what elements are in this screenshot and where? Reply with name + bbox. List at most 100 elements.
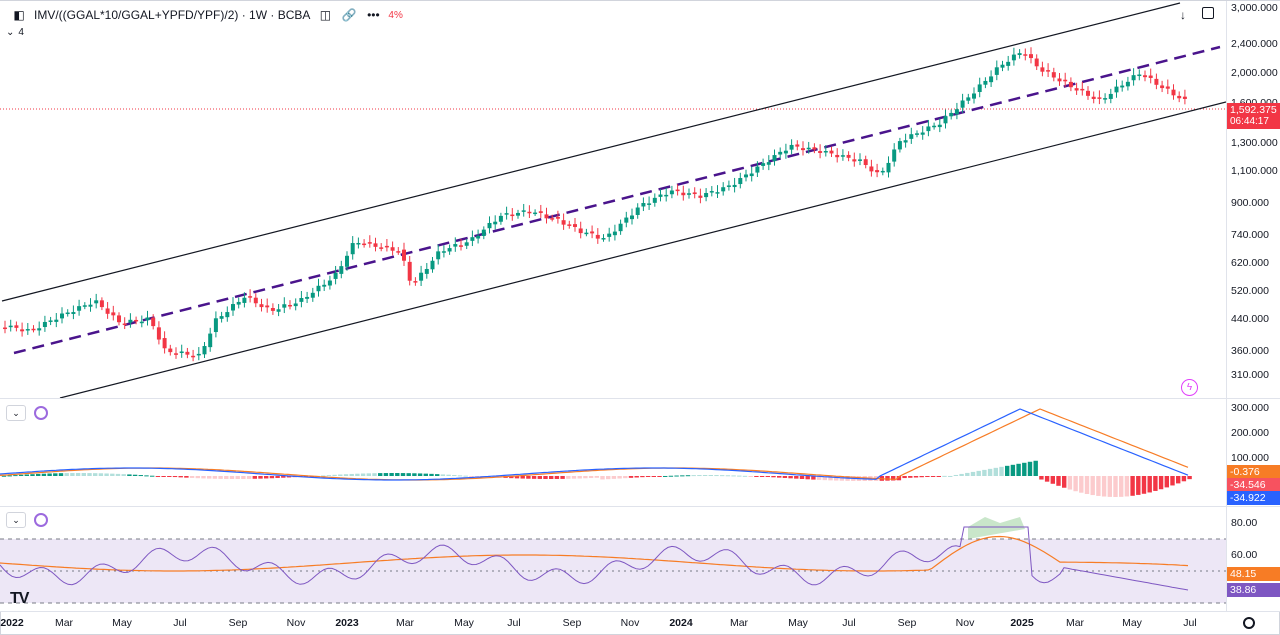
macd-histogram-bar (959, 473, 964, 476)
sync-icon[interactable] (34, 513, 48, 527)
candle (424, 263, 429, 279)
candle (202, 341, 207, 358)
macd-histogram-bar (75, 473, 81, 476)
candle (823, 145, 828, 157)
last-price: 1,592.375 (1230, 104, 1277, 116)
macd-histogram-bar (121, 474, 126, 476)
macd-histogram-bar (224, 476, 229, 479)
collapse-legend-button[interactable]: ⌄ 4 (6, 27, 24, 38)
pin-icon[interactable]: ◧ (13, 8, 25, 22)
macd-histogram-bar (1079, 476, 1084, 493)
candle (20, 322, 25, 337)
fullscreen-icon[interactable] (1202, 7, 1214, 19)
macd-histogram-bar (1124, 476, 1130, 497)
eye-off-icon[interactable]: ◫ (319, 8, 332, 22)
sync-icon[interactable] (34, 406, 48, 420)
macd-pane[interactable] (0, 399, 1226, 506)
chevron-down-icon[interactable]: ⌄ (6, 405, 26, 421)
price-axis[interactable]: 3,000.0002,400.0002,000.0001,600.0001,30… (1226, 1, 1280, 398)
time-axis[interactable]: 2022 Mar May Jul Sep Nov 2023 Mar May Jul Sep Nov 20… (0, 611, 1226, 635)
macd-chart[interactable] (0, 399, 1226, 506)
candle (88, 298, 93, 312)
macd-histogram-bar (474, 476, 480, 477)
rsi-pane[interactable] (0, 507, 1226, 611)
macd-axis[interactable]: 300.000 200.000 100.000 -0.376 -34.546 -34.92… (1226, 399, 1280, 506)
macd-histogram-bar (269, 476, 275, 479)
symbol-title[interactable]: IMV/((GGAL*10/GGAL+YPFD/YPF)/2) · 1W · B… (34, 8, 311, 22)
candle (1131, 68, 1136, 86)
macd-histogram-bar (953, 474, 959, 476)
macd-histogram-bar (440, 474, 446, 476)
lightning-icon[interactable]: ϟ (1181, 379, 1198, 396)
time-tick-label: May (454, 617, 474, 629)
macd-histogram-bar (993, 467, 998, 476)
price-tick-label: 3,000.000 (1231, 2, 1278, 14)
macd-histogram-bar (896, 476, 902, 481)
candle (122, 317, 127, 330)
macd-value-badge: -34.546 (1227, 478, 1280, 492)
candle (510, 208, 515, 221)
candle (259, 298, 264, 312)
macd-histogram-bar (138, 475, 143, 477)
macd-histogram-bar (161, 476, 166, 477)
candle (669, 185, 674, 199)
candle (42, 315, 47, 332)
macd-histogram-bar (1067, 476, 1073, 490)
candle (384, 238, 389, 252)
settings-icon[interactable] (1243, 617, 1255, 629)
chevron-down-icon[interactable]: ⌄ (6, 512, 26, 528)
candle (835, 148, 840, 163)
macd-histogram-bar (1, 475, 7, 477)
download-icon[interactable]: ↓ (1180, 8, 1186, 22)
macd-histogram-bar (400, 473, 406, 476)
macd-histogram-bar (1050, 476, 1055, 484)
link-icon[interactable]: 🔗 (341, 8, 357, 22)
candle (487, 216, 492, 234)
macd-histogram-bar (759, 476, 765, 477)
macd-histogram-bar (777, 476, 782, 478)
tradingview-logo[interactable]: TV (10, 590, 29, 607)
macd-histogram-bar (104, 473, 109, 476)
macd-histogram-bar (338, 474, 343, 476)
channel-upper-line (1, 2, 1181, 302)
macd-histogram-bar (395, 473, 400, 476)
candle (1000, 60, 1005, 72)
candle (1091, 91, 1096, 104)
candle (1108, 88, 1113, 104)
candle (1125, 76, 1130, 91)
macd-histogram-bar (714, 475, 719, 477)
macd-histogram-bar (241, 476, 246, 479)
macd-histogram-bar (383, 473, 389, 476)
macd-histogram-bar (98, 473, 104, 476)
candle (1074, 82, 1079, 95)
rsi-value-badge: 38.86 (1227, 583, 1280, 597)
macd-histogram-bar (195, 476, 200, 479)
macd-histogram-bar (965, 472, 970, 476)
change-percent: 4% (388, 9, 403, 21)
macd-histogram-bar (178, 476, 183, 478)
price-chart[interactable] (0, 1, 1226, 398)
pane-separator[interactable] (0, 506, 1280, 507)
price-pane[interactable] (0, 1, 1226, 398)
candle (630, 208, 634, 225)
macd-histogram-bar (1096, 476, 1101, 496)
macd-histogram-bar (1147, 476, 1152, 493)
macd-histogram-bar (47, 473, 52, 476)
candle (276, 304, 281, 317)
time-tick-label: Nov (955, 617, 975, 629)
macd-histogram-bar (184, 476, 189, 478)
more-icon[interactable]: ••• (367, 8, 380, 22)
pane-separator[interactable] (0, 398, 1280, 399)
macd-histogram-bar (748, 476, 753, 477)
macd-histogram-bar (543, 476, 548, 479)
rsi-axis[interactable]: 80.00 60.00 48.15 38.86 (1226, 507, 1280, 611)
price-tick-label: 520.000 (1231, 285, 1269, 297)
candle (1080, 81, 1085, 96)
macd-histogram-bar (645, 476, 651, 477)
macd-histogram-bar (1164, 476, 1169, 488)
candle (498, 212, 503, 225)
candle (1057, 72, 1062, 86)
rsi-chart[interactable] (0, 507, 1226, 611)
macd-histogram-bar (1084, 476, 1090, 494)
candle (789, 139, 794, 155)
